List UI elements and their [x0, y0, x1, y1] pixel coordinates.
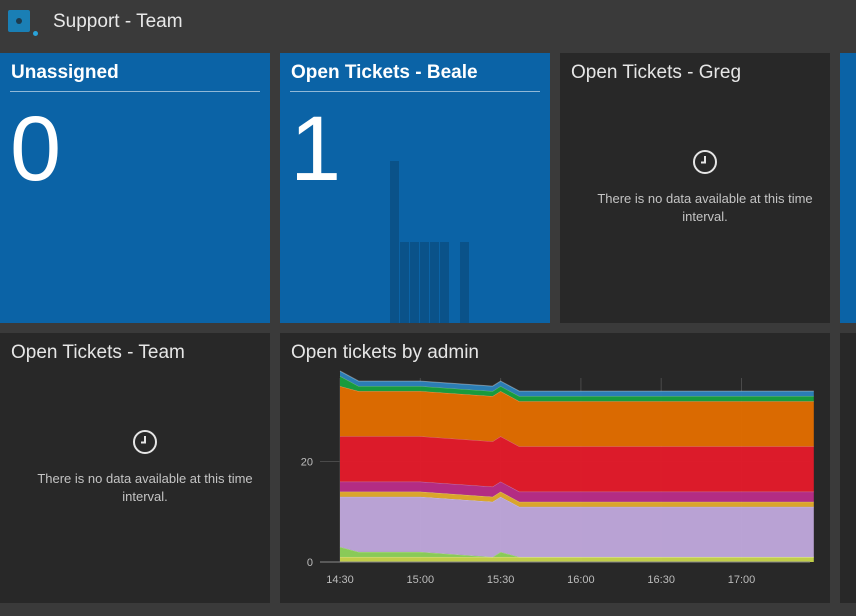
metric-value: 1 [290, 98, 342, 200]
app-logo[interactable] [8, 10, 38, 36]
area-series-0[interactable] [340, 557, 814, 562]
x-tick-label: 16:30 [647, 574, 675, 586]
area-series-edge [340, 496, 814, 508]
tile-title: Open Tickets - Team [11, 342, 185, 363]
y-tick-label: 0 [307, 557, 313, 569]
x-tick-label: 17:00 [728, 574, 756, 586]
area-series-edge [339, 385, 814, 402]
area-series-4[interactable] [340, 481, 814, 502]
area-series-7[interactable] [340, 376, 814, 402]
sparkline-bar [460, 242, 469, 323]
no-data-message: There is no data available at this time … [37, 471, 253, 504]
tile-title: Unassigned [11, 62, 119, 83]
sparkline-bar [400, 242, 409, 323]
sparkline-bar [410, 242, 419, 323]
clock-icon [693, 150, 717, 174]
tile-unassigned[interactable]: Unassigned 0 [0, 53, 270, 323]
tile-title: Open Tickets - Beale [291, 62, 478, 83]
tile-open-tickets-beale[interactable]: Open Tickets - Beale 1 [280, 53, 550, 323]
sparkline-bar [390, 161, 399, 323]
area-series-edge [339, 370, 814, 392]
title-divider [10, 91, 260, 92]
tile-partial-right-top[interactable] [840, 53, 856, 323]
top-bar: Support - Team [0, 0, 856, 43]
sparkline-bar [440, 242, 449, 323]
area-series-6[interactable] [340, 386, 814, 447]
tile-open-tickets-greg[interactable]: Open Tickets - Greg There is no data ava… [560, 53, 830, 323]
app-title: Support - Team [53, 11, 183, 32]
y-tick-label: 20 [301, 456, 313, 468]
no-data-message: There is no data available at this time … [597, 191, 813, 224]
area-series-1[interactable] [340, 546, 814, 557]
sparkline-bar [420, 242, 429, 323]
area-series-8[interactable] [340, 371, 814, 397]
x-tick-label: 15:00 [407, 574, 435, 586]
tile-open-tickets-by-admin[interactable]: Open tickets by admin 14:30 15:00 15:30 16:… [280, 333, 830, 603]
stacked-area-chart: 14:30 15:00 15:30 16:00 16:30 17:00 0 20 [301, 370, 814, 586]
metric-value: 0 [10, 98, 62, 200]
x-tick-label: 15:30 [487, 574, 515, 586]
tile-title: Open Tickets - Greg [571, 62, 742, 83]
tile-open-tickets-team[interactable]: Open Tickets - Team There is no data ava… [0, 333, 270, 603]
area-series-edge [339, 375, 814, 397]
x-tick-label: 16:00 [567, 574, 595, 586]
sparkline-bar [430, 242, 439, 323]
area-series-2[interactable] [340, 496, 814, 557]
clock-icon [133, 430, 157, 454]
x-tick-label: 14:30 [326, 574, 354, 586]
area-series-5[interactable] [340, 436, 814, 492]
tile-partial-right-bottom[interactable] [840, 333, 856, 603]
area-series-3[interactable] [340, 491, 814, 507]
tile-title: Open tickets by admin [291, 342, 479, 363]
title-divider [290, 91, 540, 92]
